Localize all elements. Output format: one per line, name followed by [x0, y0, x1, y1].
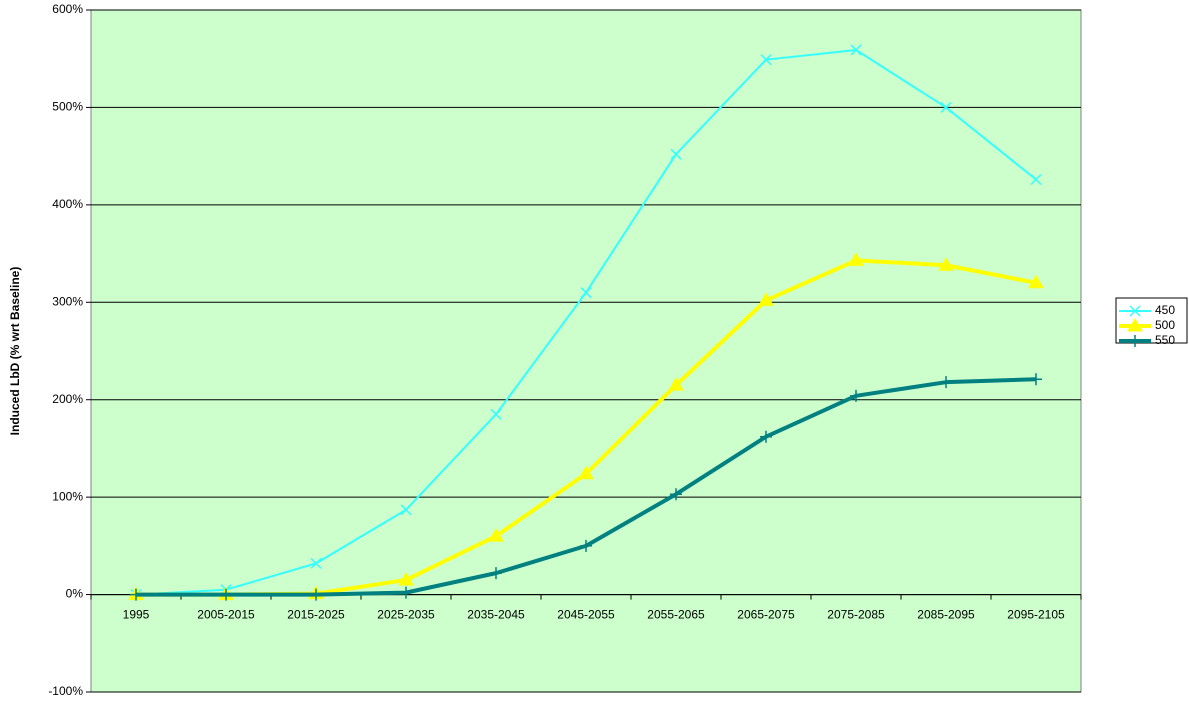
x-tick-label: 2015-2025 [287, 608, 345, 622]
data-point [670, 488, 682, 501]
y-tick-label: 500% [52, 100, 83, 114]
data-point [310, 557, 322, 569]
data-point [1028, 274, 1044, 289]
y-tick-label: 400% [52, 197, 83, 211]
legend-label: 550 [1155, 333, 1175, 347]
data-point [850, 389, 862, 402]
data-point [1030, 373, 1042, 386]
data-point [850, 44, 862, 56]
y-axis-title: Induced LbD (% wrt Baseline) [8, 267, 22, 436]
legend-marker [1129, 335, 1141, 347]
data-point [580, 539, 592, 552]
y-tick-label: 200% [52, 392, 83, 406]
data-point [400, 586, 412, 599]
legend-label: 450 [1155, 303, 1175, 317]
plot-area [90, 9, 1082, 693]
data-point [490, 567, 502, 580]
legend-marker [1127, 318, 1143, 332]
data-point [490, 408, 502, 420]
y-tick-label: 0% [66, 587, 84, 601]
x-tick-label: 2035-2045 [467, 608, 525, 622]
data-point [760, 54, 772, 66]
legend-label: 500 [1155, 318, 1175, 332]
data-point [400, 504, 412, 516]
data-point [578, 465, 594, 480]
data-point [668, 377, 684, 391]
y-tick-label: 300% [52, 294, 83, 308]
x-tick-label: 1995 [123, 608, 150, 622]
x-tick-label: 2005-2015 [197, 608, 255, 622]
x-tick-label: 2095-2105 [1007, 608, 1065, 622]
data-point [758, 292, 774, 306]
data-point [310, 588, 322, 601]
data-point [398, 571, 414, 586]
data-point [938, 257, 954, 271]
data-point [220, 588, 232, 601]
x-tick-label: 2025-2035 [377, 608, 435, 622]
legend-marker [1129, 305, 1141, 317]
data-point [670, 148, 682, 160]
x-tick-label: 2085-2095 [917, 608, 975, 622]
x-tick-label: 2075-2085 [827, 608, 885, 622]
data-point [1030, 173, 1042, 186]
data-point [488, 528, 504, 542]
x-tick-label: 2045-2055 [557, 608, 615, 622]
x-tick-label: 2065-2075 [737, 608, 795, 622]
x-tick-label: 2055-2065 [647, 608, 705, 622]
y-tick-label: 100% [52, 489, 83, 503]
data-point [580, 287, 592, 299]
y-tick-label: -100% [48, 684, 83, 698]
y-tick-label: 600% [52, 2, 83, 16]
data-point [940, 376, 952, 389]
data-point [940, 101, 952, 113]
data-point [760, 430, 772, 443]
data-point [130, 588, 142, 601]
data-point [848, 252, 864, 266]
legend-box [1115, 297, 1188, 344]
